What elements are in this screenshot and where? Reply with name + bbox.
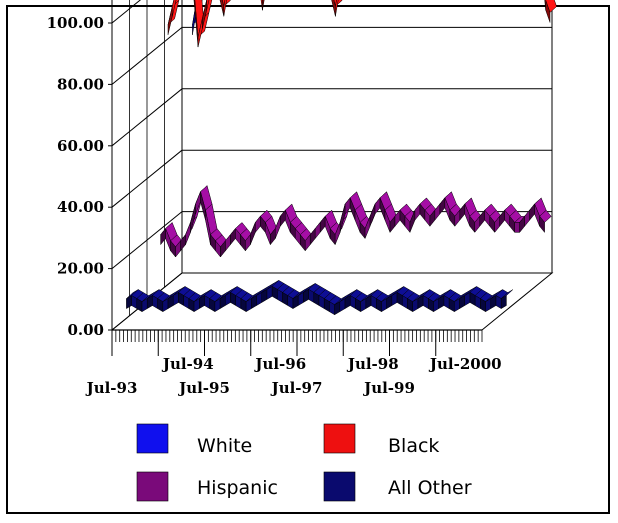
x-tick-label: Jul-96 [253,355,306,373]
y-tick-label: 40.00 [57,198,104,216]
legend-swatch [136,423,169,454]
ribbon-front-segment [260,0,263,11]
x-tick-label: Jul-97 [270,379,323,397]
ribbon-front-segment [230,227,236,246]
chart-walls [110,0,554,332]
y-axis: 0.0020.0040.0060.0080.00100.00120.00140.… [47,0,552,339]
legend-label: All Other [388,477,472,499]
gridline-side [111,211,183,269]
y-tick-label: 80.00 [57,75,104,93]
legend-swatch [323,423,356,454]
ribbon-front-segment [172,0,177,17]
ribbon-front-segment [185,222,191,245]
y-tick-label: 100.00 [47,14,104,32]
x-tick-label: Jul-93 [85,379,138,397]
ribbon-front-segment [434,203,441,221]
ribbon-front-segment [369,203,376,227]
x-axis: Jul-94 Jul-96 Jul-98 Jul-2000 Jul-93 Jul-95 Ju… [85,329,502,397]
ribbon-front-segment [126,295,132,310]
ribbon-front-segment [479,209,486,227]
ribbon-front-segment [529,203,535,221]
x-tick-label: Jul-95 [177,379,230,397]
ribbon-front-segment [524,209,530,227]
legend-label: Black [388,435,439,457]
legend-label: White [197,435,252,457]
series-hispanic [160,185,552,258]
legend-item: White [136,423,252,457]
y-tick-label: 60.00 [57,137,104,155]
ribbon-front-segment [319,215,326,234]
gridline-side [111,0,142,24]
ribbon-front-segment [262,0,265,11]
legend: White Black Hispanic All Other [136,423,472,502]
ribbon-front-segment [539,215,545,234]
ribbon-front-segment [250,222,256,245]
legend-swatch [323,471,356,502]
ribbon-front-segment [394,209,401,227]
ribbon-front-segment [223,0,227,17]
chart-frame [6,5,610,514]
gridline-side [111,27,183,85]
ribbon-front-segment [545,0,551,23]
ribbon-front-segment [314,221,321,240]
ribbon-front-segment [544,0,546,11]
ribbon-front-segment [275,216,281,239]
legend-item: All Other [323,471,472,502]
gridline-side [111,149,183,208]
x-tick-label: Jul-98 [346,355,399,373]
ribbon-front-segment [500,295,507,310]
gridline-side [111,88,183,147]
ribbon-front-segment [335,0,339,17]
y-tick-label: 0.00 [67,321,104,339]
legend-item: Hispanic [136,471,278,502]
ribbon-front-segment [499,209,505,227]
ribbon-front-segment [255,215,261,234]
series-ribbons [126,0,557,316]
ribbon-front-segment [414,203,421,221]
ribbon-front-segment [459,203,466,221]
x-tick-label: Jul-94 [161,355,214,373]
legend-label: Hispanic [197,477,278,499]
ribbon-front-segment [180,233,186,252]
y-tick-label: 20.00 [57,260,104,278]
ribbon-front-segment [280,209,286,227]
ribbon-front-segment [309,227,316,246]
series-black [167,0,557,48]
ribbon-front-segment [225,233,231,252]
series-white [192,0,223,35]
ribbon-front-segment [514,222,520,233]
x-tick-label: Jul-99 [362,379,415,397]
legend-item: Black [323,423,439,457]
legend-swatch [136,471,169,502]
x-tick-label: Jul-2000 [428,355,502,373]
series-all-other [126,280,514,316]
ribbon-front-segment [206,0,210,11]
